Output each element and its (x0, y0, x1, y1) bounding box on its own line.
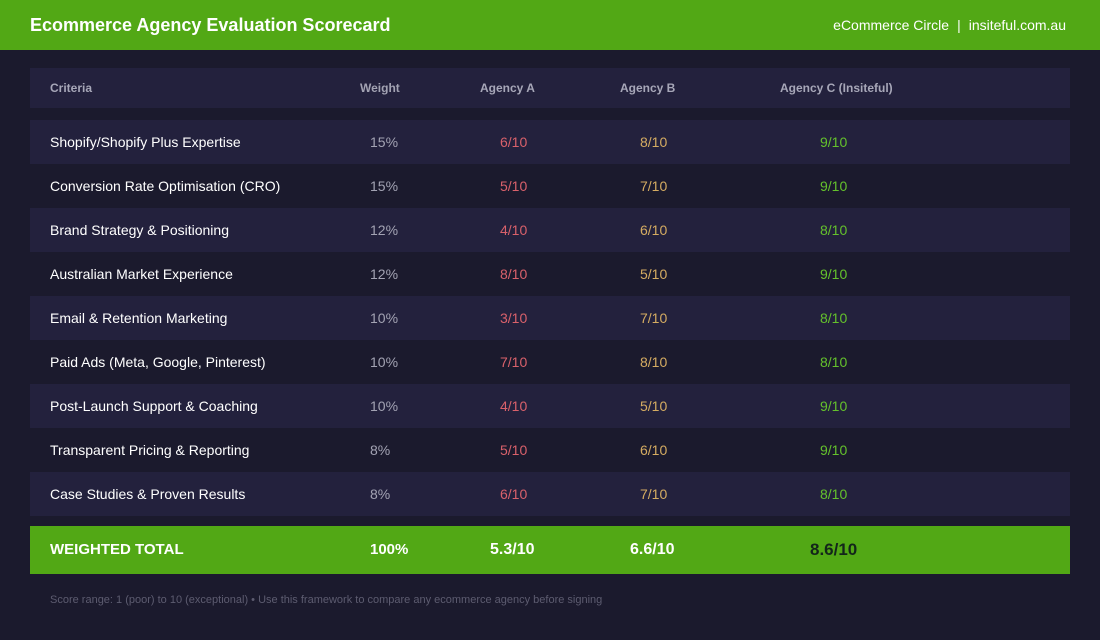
table-row: Brand Strategy & Positioning 12% 4/10 6/… (30, 208, 1070, 252)
agency-c-score: 9/10 (820, 134, 848, 150)
weight-cell: 8% (370, 486, 391, 502)
agency-a-score: 6/10 (500, 486, 528, 502)
column-header-agency-c: Agency C (Insiteful) (780, 81, 893, 95)
weight-cell: 15% (370, 134, 399, 150)
column-header-agency-a: Agency A (480, 81, 535, 95)
agency-c-score: 9/10 (820, 178, 848, 194)
agency-a-score: 3/10 (500, 310, 528, 326)
footer-note: Score range: 1 (poor) to 10 (exceptional… (50, 594, 603, 606)
agency-a-score: 5/10 (500, 442, 528, 458)
criteria-cell: Case Studies & Proven Results (50, 486, 246, 502)
weight-cell: 12% (370, 266, 399, 282)
total-weight: 100% (370, 541, 409, 558)
weight-cell: 10% (370, 354, 399, 370)
table-row: Post-Launch Support & Coaching 10% 4/10 … (30, 384, 1070, 428)
criteria-cell: Email & Retention Marketing (50, 310, 228, 326)
table-row: Australian Market Experience 12% 8/10 5/… (30, 252, 1070, 296)
criteria-cell: Paid Ads (Meta, Google, Pinterest) (50, 354, 266, 370)
agency-b-score: 6/10 (640, 222, 668, 238)
agency-b-score: 6/10 (640, 442, 668, 458)
weight-cell: 10% (370, 310, 399, 326)
agency-c-score: 9/10 (820, 442, 848, 458)
criteria-cell: Shopify/Shopify Plus Expertise (50, 134, 241, 150)
header-separator: | (957, 17, 961, 33)
agency-c-score: 8/10 (820, 354, 848, 370)
agency-b-score: 5/10 (640, 398, 668, 414)
agency-a-score: 5/10 (500, 178, 528, 194)
agency-c-score: 8/10 (820, 486, 848, 502)
agency-b-score: 8/10 (640, 134, 668, 150)
weight-cell: 10% (370, 398, 399, 414)
agency-a-score: 7/10 (500, 354, 528, 370)
header-bar: Ecommerce Agency Evaluation Scorecard eC… (0, 0, 1100, 50)
header-meta: eCommerce Circle | insiteful.com.au (833, 17, 1066, 33)
table-row: Case Studies & Proven Results 8% 6/10 7/… (30, 472, 1070, 516)
total-label: WEIGHTED TOTAL (50, 541, 184, 558)
table-row: Transparent Pricing & Reporting 8% 5/10 … (30, 428, 1070, 472)
column-header-criteria: Criteria (50, 81, 93, 95)
agency-a-total: 5.3/10 (490, 541, 535, 558)
page-title: Ecommerce Agency Evaluation Scorecard (30, 14, 391, 35)
agency-a-score: 8/10 (500, 266, 528, 282)
table-row: Paid Ads (Meta, Google, Pinterest) 10% 7… (30, 340, 1070, 384)
table-row: Shopify/Shopify Plus Expertise 15% 6/10 … (30, 120, 1070, 164)
table-body: Shopify/Shopify Plus Expertise 15% 6/10 … (30, 120, 1070, 516)
agency-c-total: 8.6/10 (810, 540, 858, 559)
agency-a-score: 4/10 (500, 222, 528, 238)
agency-c-score: 8/10 (820, 222, 848, 238)
agency-c-score: 9/10 (820, 266, 848, 282)
criteria-cell: Australian Market Experience (50, 266, 233, 282)
table-row: Email & Retention Marketing 10% 3/10 7/1… (30, 296, 1070, 340)
table-header: Criteria Weight Agency A Agency B Agency… (30, 68, 1070, 108)
agency-b-score: 7/10 (640, 486, 668, 502)
agency-b-score: 8/10 (640, 354, 668, 370)
agency-a-score: 6/10 (500, 134, 528, 150)
scorecard-table: Criteria Weight Agency A Agency B Agency… (30, 68, 1070, 516)
table-row: Conversion Rate Optimisation (CRO) 15% 5… (30, 164, 1070, 208)
agency-b-score: 7/10 (640, 310, 668, 326)
brand-name: eCommerce Circle (833, 17, 950, 33)
agency-b-score: 7/10 (640, 178, 668, 194)
criteria-cell: Conversion Rate Optimisation (CRO) (50, 178, 281, 194)
agency-c-score: 8/10 (820, 310, 848, 326)
weight-cell: 15% (370, 178, 399, 194)
criteria-cell: Transparent Pricing & Reporting (50, 442, 250, 458)
agency-b-total: 6.6/10 (630, 541, 675, 558)
criteria-cell: Post-Launch Support & Coaching (50, 398, 258, 414)
agency-b-score: 5/10 (640, 266, 668, 282)
agency-a-score: 4/10 (500, 398, 528, 414)
agency-c-score: 9/10 (820, 398, 848, 414)
weight-cell: 8% (370, 442, 391, 458)
criteria-cell: Brand Strategy & Positioning (50, 222, 229, 238)
weight-cell: 12% (370, 222, 399, 238)
column-header-agency-b: Agency B (620, 81, 676, 95)
site-link[interactable]: insiteful.com.au (968, 17, 1066, 33)
weighted-total-row: WEIGHTED TOTAL 100% 5.3/10 6.6/10 8.6/10 (30, 526, 1070, 574)
column-header-weight: Weight (360, 81, 400, 95)
